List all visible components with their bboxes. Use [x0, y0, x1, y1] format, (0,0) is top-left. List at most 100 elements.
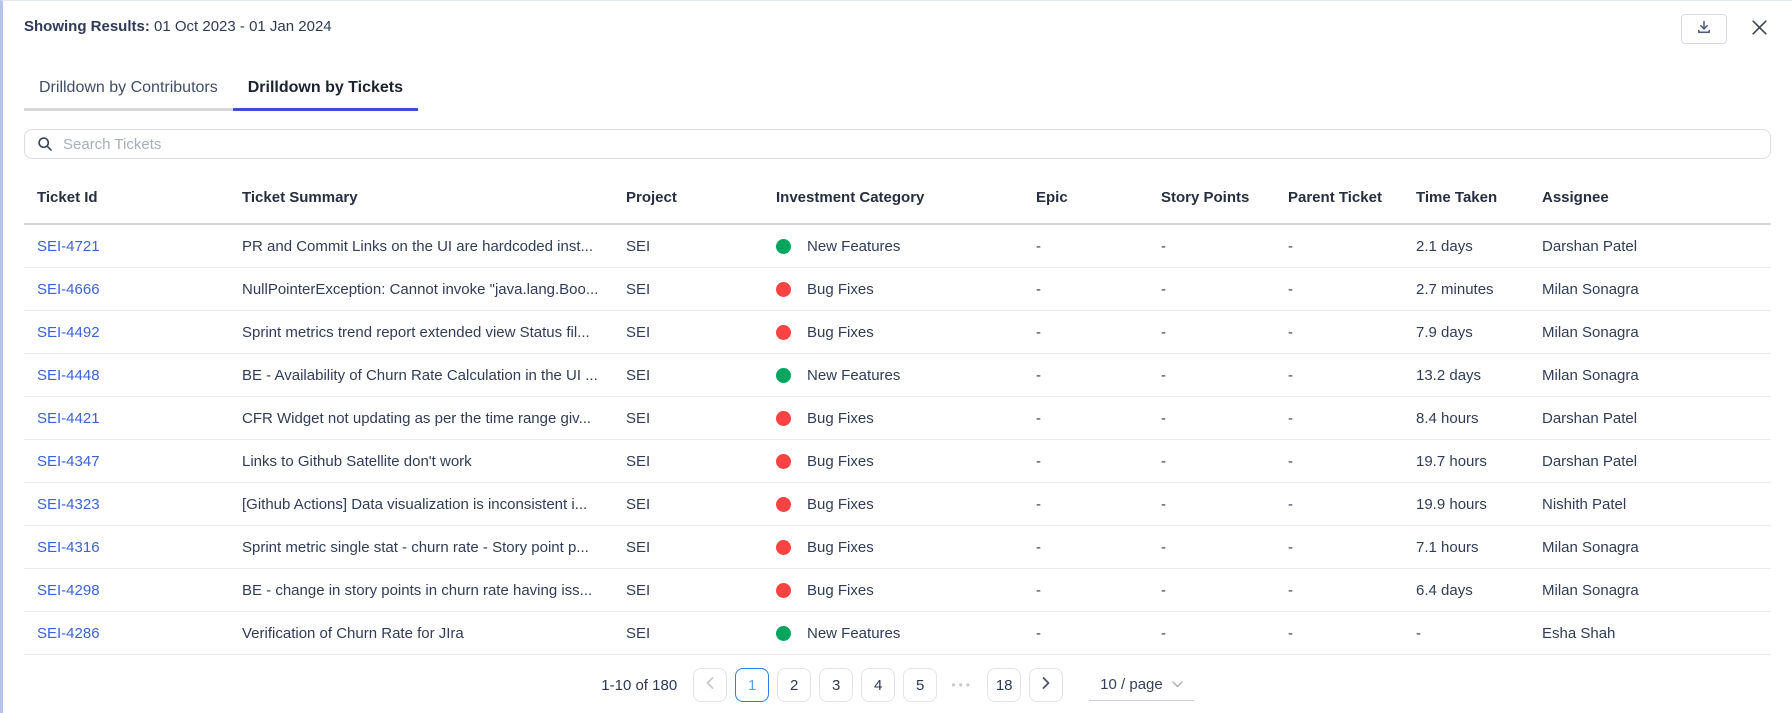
project: SEI [626, 409, 651, 427]
investment-category: Bug Fixes [807, 409, 874, 427]
project: SEI [626, 538, 651, 556]
story-points: - [1161, 237, 1166, 255]
story-points: - [1161, 538, 1166, 556]
assignee: Milan Sonagra [1542, 538, 1639, 556]
table-row: SEI-4492 Sprint metrics trend report ext… [24, 311, 1771, 354]
investment-category: New Features [807, 237, 901, 255]
time-taken: - [1416, 624, 1421, 642]
assignee: Nishith Patel [1542, 495, 1627, 513]
assignee: Esha Shah [1542, 624, 1616, 642]
project: SEI [626, 624, 651, 642]
assignee: Darshan Patel [1542, 237, 1638, 255]
investment-category: Bug Fixes [807, 280, 874, 298]
search-input[interactable] [63, 135, 1758, 153]
table-header-row: Ticket Id Ticket Summary Project Investm… [24, 171, 1771, 225]
table-row: SEI-4347 Links to Github Satellite don't… [24, 440, 1771, 483]
project: SEI [626, 237, 651, 255]
time-taken: 13.2 days [1416, 366, 1482, 384]
ticket-summary: Links to Github Satellite don't work [242, 452, 472, 470]
ticket-id-link[interactable]: SEI-4721 [37, 237, 100, 255]
project: SEI [626, 366, 651, 384]
ticket-id-link[interactable]: SEI-4421 [37, 409, 100, 427]
prev-page-button[interactable] [693, 668, 728, 702]
table-row: SEI-4323 [Github Actions] Data visualiza… [24, 483, 1771, 526]
tab-drilldown-by-tickets[interactable]: Drilldown by Tickets [232, 65, 419, 111]
search-bar [24, 129, 1771, 159]
epic: - [1036, 409, 1041, 427]
pagination-summary: 1-10 of 180 [601, 676, 678, 694]
ticket-id-link[interactable]: SEI-4323 [37, 495, 100, 513]
page-buttons: 1 2 3 4 5 ••• 18 [735, 668, 1022, 702]
parent-ticket: - [1288, 538, 1293, 556]
ticket-id-link[interactable]: SEI-4298 [37, 581, 100, 599]
table-row: SEI-4721 PR and Commit Links on the UI a… [24, 225, 1771, 268]
story-points: - [1161, 366, 1166, 384]
ticket-summary: Sprint metrics trend report extended vie… [242, 323, 590, 341]
ticket-summary: NullPointerException: Cannot invoke "jav… [242, 280, 599, 298]
top-bar: Showing Results: 01 Oct 2023 - 01 Jan 20… [3, 1, 1792, 65]
table-row: SEI-4286 Verification of Churn Rate for … [24, 612, 1771, 655]
parent-ticket: - [1288, 280, 1293, 298]
story-points: - [1161, 624, 1166, 642]
epic: - [1036, 581, 1041, 599]
tickets-table: Ticket Id Ticket Summary Project Investm… [24, 171, 1771, 655]
col-ticket-id: Ticket Id [37, 188, 98, 206]
assignee: Darshan Patel [1542, 409, 1638, 427]
page-size-value: 10 / page [1100, 676, 1163, 693]
parent-ticket: - [1288, 409, 1293, 427]
category-dot [776, 410, 791, 426]
page-button-4[interactable]: 4 [861, 668, 896, 702]
table-row: SEI-4298 BE - change in story points in … [24, 569, 1771, 612]
category-dot [776, 582, 791, 598]
category-dot [776, 453, 791, 469]
page-button-1[interactable]: 1 [735, 668, 770, 702]
project: SEI [626, 581, 651, 599]
parent-ticket: - [1288, 323, 1293, 341]
col-ticket-summary: Ticket Summary [242, 188, 358, 206]
story-points: - [1161, 495, 1166, 513]
page-size-select[interactable]: 10 / page [1089, 669, 1194, 701]
ticket-id-link[interactable]: SEI-4347 [37, 452, 100, 470]
ticket-summary: PR and Commit Links on the UI are hardco… [242, 237, 594, 255]
investment-category: New Features [807, 624, 901, 642]
page-button-2[interactable]: 2 [777, 668, 812, 702]
chevron-left-icon [705, 676, 715, 694]
category-dot [776, 324, 791, 340]
category-dot [776, 625, 791, 641]
ticket-id-link[interactable]: SEI-4492 [37, 323, 100, 341]
project: SEI [626, 452, 651, 470]
close-button[interactable] [1747, 17, 1771, 41]
assignee: Darshan Patel [1542, 452, 1638, 470]
parent-ticket: - [1288, 581, 1293, 599]
ticket-summary: BE - Availability of Churn Rate Calculat… [242, 366, 598, 384]
pagination: 1-10 of 180 1 2 3 4 5 ••• 18 10 / page [3, 668, 1792, 702]
assignee: Milan Sonagra [1542, 581, 1639, 599]
parent-ticket: - [1288, 237, 1293, 255]
epic: - [1036, 323, 1041, 341]
time-taken: 2.1 days [1416, 237, 1473, 255]
page-button-18[interactable]: 18 [987, 668, 1022, 702]
chevron-down-icon [1172, 681, 1183, 688]
page-button-5[interactable]: 5 [903, 668, 938, 702]
ticket-id-link[interactable]: SEI-4448 [37, 366, 100, 384]
download-button[interactable] [1681, 14, 1727, 44]
epic: - [1036, 495, 1041, 513]
investment-category: Bug Fixes [807, 581, 874, 599]
ticket-id-link[interactable]: SEI-4316 [37, 538, 100, 556]
col-time-taken: Time Taken [1416, 188, 1498, 206]
ticket-id-link[interactable]: SEI-4666 [37, 280, 100, 298]
page-button-3[interactable]: 3 [819, 668, 854, 702]
assignee: Milan Sonagra [1542, 366, 1639, 384]
ticket-summary: [Github Actions] Data visualization is i… [242, 495, 588, 513]
project: SEI [626, 323, 651, 341]
ticket-id-link[interactable]: SEI-4286 [37, 624, 100, 642]
assignee: Milan Sonagra [1542, 323, 1639, 341]
next-page-button[interactable] [1029, 668, 1064, 702]
assignee: Milan Sonagra [1542, 280, 1639, 298]
category-dot [776, 238, 791, 254]
page-ellipsis[interactable]: ••• [951, 678, 973, 692]
ticket-summary: Sprint metric single stat - churn rate -… [242, 538, 589, 556]
tab-drilldown-by-contributors[interactable]: Drilldown by Contributors [24, 65, 233, 111]
table-body: SEI-4721 PR and Commit Links on the UI a… [24, 225, 1771, 655]
